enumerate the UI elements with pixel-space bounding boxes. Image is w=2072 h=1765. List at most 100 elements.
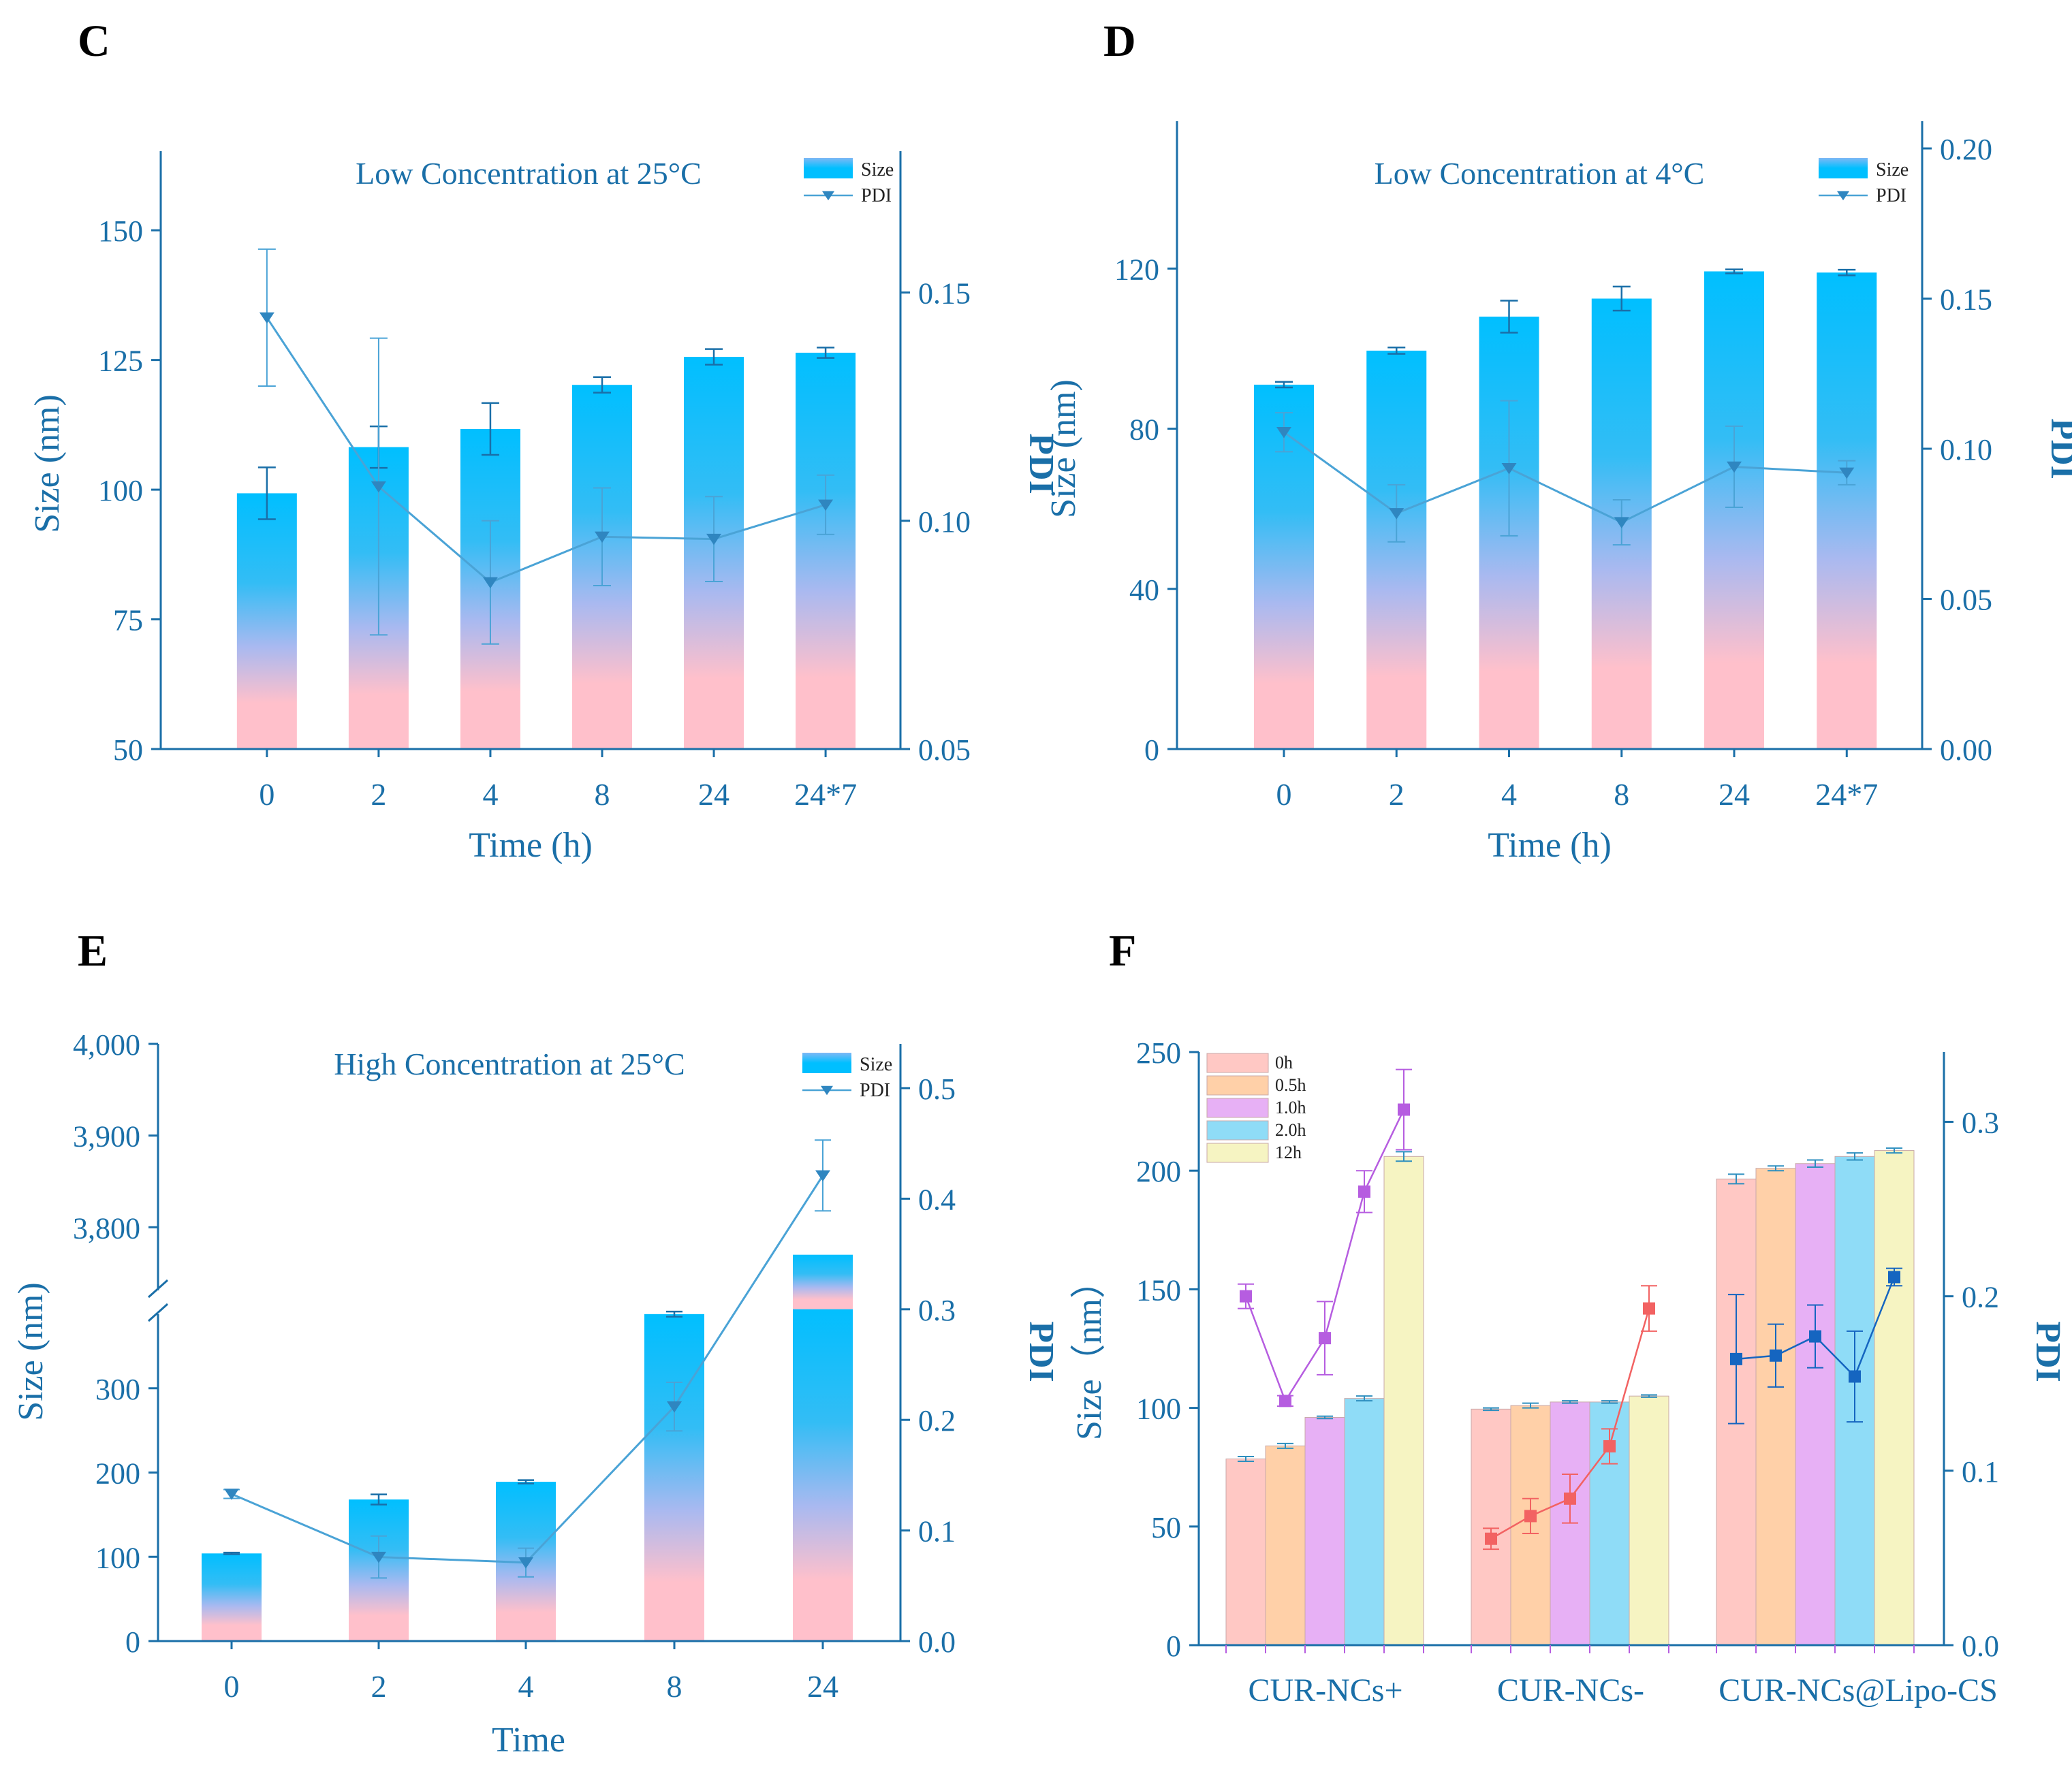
legend-label-size: Size (860, 1054, 892, 1075)
y-tick-label: 300 (95, 1373, 140, 1406)
size-bar (793, 1304, 853, 1641)
pdi-point (1485, 1532, 1497, 1545)
chart-title: Low Concentration at 4°C (1375, 156, 1705, 191)
size-bar (202, 1553, 262, 1641)
y-tick-label: 200 (95, 1457, 140, 1491)
legend-swatch (1206, 1075, 1269, 1096)
y2-axis-title: PDI (2028, 1321, 2067, 1382)
legend-swatch (1206, 1143, 1269, 1163)
x-tick-label: 4 (518, 1669, 534, 1704)
pdi-point (667, 1401, 682, 1413)
y2-tick-label: 0.10 (1940, 433, 1992, 466)
y-tick-label: 50 (113, 733, 143, 767)
legend-swatch-size (1819, 158, 1868, 178)
pdi-point (1809, 1330, 1821, 1343)
y-tick-label: 250 (1136, 1036, 1181, 1070)
pdi-point (594, 531, 610, 543)
y-tick-label: 0 (1144, 733, 1159, 767)
size-bar-12h (1383, 1156, 1424, 1646)
y-tick-label: 150 (98, 214, 143, 248)
pdi-point (371, 481, 386, 493)
size-bar-1.0h (1795, 1163, 1836, 1646)
panel-label: C (78, 16, 110, 66)
size-bar-upper (793, 1254, 853, 1309)
pdi-point (1358, 1185, 1370, 1198)
panel-label: D (1103, 16, 1136, 66)
x-axis-title: Time (492, 1721, 565, 1760)
legend-label: 2.0h (1275, 1120, 1306, 1140)
y2-tick-label: 0.15 (918, 277, 971, 311)
pdi-point (259, 312, 274, 324)
size-bar-12h (1874, 1150, 1915, 1646)
x-tick-label: CUR-NCs- (1497, 1672, 1644, 1708)
pdi-point (1603, 1440, 1616, 1452)
pdi-point (1727, 461, 1742, 473)
legend-label-pdi: PDI (860, 1080, 890, 1101)
axis-break-mark (148, 1279, 168, 1299)
legend-swatch (1206, 1053, 1269, 1073)
y-axis-title: Size (nm) (12, 1282, 50, 1421)
legend-label: 12h (1275, 1143, 1302, 1162)
pdi-point (371, 1551, 386, 1563)
legend-swatch (1206, 1098, 1269, 1118)
legend-marker-pdi (822, 191, 834, 201)
x-tick-label: CUR-NCs@Lipo-CS (1718, 1672, 1998, 1708)
legend-label-size: Size (1876, 159, 1909, 180)
x-tick-label: CUR-NCs+ (1248, 1672, 1402, 1708)
size-bar-0h (1225, 1459, 1266, 1646)
pdi-point (1839, 467, 1855, 479)
legend-label: 0.5h (1275, 1075, 1306, 1095)
y-tick-label: 100 (98, 474, 143, 507)
x-tick-label: 24 (698, 777, 729, 812)
x-tick-label: 2 (371, 1669, 387, 1704)
chart-title: Low Concentration at 25°C (356, 156, 702, 191)
size-bar-0.5h (1265, 1445, 1306, 1646)
pdi-line (1283, 431, 1847, 524)
y2-tick-label: 0.3 (1962, 1106, 1999, 1139)
y2-tick-label: 0.05 (918, 733, 971, 767)
x-tick-label: 24 (807, 1669, 838, 1704)
y-tick-label: 100 (1136, 1393, 1181, 1426)
y-tick-label: 120 (1114, 253, 1159, 286)
size-bar (236, 493, 297, 749)
legend-label-size: Size (861, 159, 894, 180)
legend-marker-pdi (821, 1085, 833, 1096)
x-axis-title: Time (h) (469, 826, 593, 865)
panel-F: F 0 50 100 150 200 250 0.0 0.1 0.2 0.3 CUR-NCs+ CUR-… (1070, 926, 2067, 1708)
pdi-point (815, 1170, 830, 1182)
y-axis-title: Size（nm） (1070, 1263, 1109, 1440)
axis-break-mark (148, 1303, 168, 1322)
y2-axis-title: PDI (1022, 1321, 1061, 1382)
y2-tick-label: 0.2 (1962, 1281, 1999, 1314)
pdi-point (1501, 462, 1517, 475)
y2-tick-label: 0.10 (918, 505, 971, 539)
pdi-point (1389, 508, 1404, 520)
pdi-point (1770, 1349, 1782, 1362)
x-tick-label: 24*7 (1815, 777, 1878, 812)
x-tick-label: 0 (1276, 777, 1291, 812)
legend-marker-pdi (1837, 191, 1849, 201)
pdi-point (1276, 427, 1291, 439)
pdi-point (1849, 1370, 1861, 1383)
x-tick-label: 2 (1389, 777, 1404, 812)
x-axis-title: Time (h) (1488, 826, 1612, 865)
x-tick-label: 8 (594, 777, 610, 812)
pdi-point (1279, 1395, 1291, 1408)
y-tick-label: 3,900 (73, 1120, 140, 1154)
pdi-point (1319, 1332, 1331, 1345)
size-bar-0h (1471, 1408, 1511, 1646)
panel-label: F (1109, 926, 1136, 976)
legend-swatch-size (802, 1053, 851, 1073)
chart-title: High Concentration at 25°C (334, 1047, 685, 1081)
y-tick-label: 40 (1129, 573, 1159, 607)
x-tick-label: 4 (1501, 777, 1517, 812)
y2-axis-title: PDI (2043, 418, 2072, 479)
y2-tick-label: 0.15 (1940, 283, 1992, 317)
y-tick-label: 125 (98, 345, 143, 378)
y2-tick-label: 0.20 (1940, 133, 1992, 166)
pdi-point (1524, 1510, 1537, 1523)
x-tick-label: 2 (371, 777, 386, 812)
